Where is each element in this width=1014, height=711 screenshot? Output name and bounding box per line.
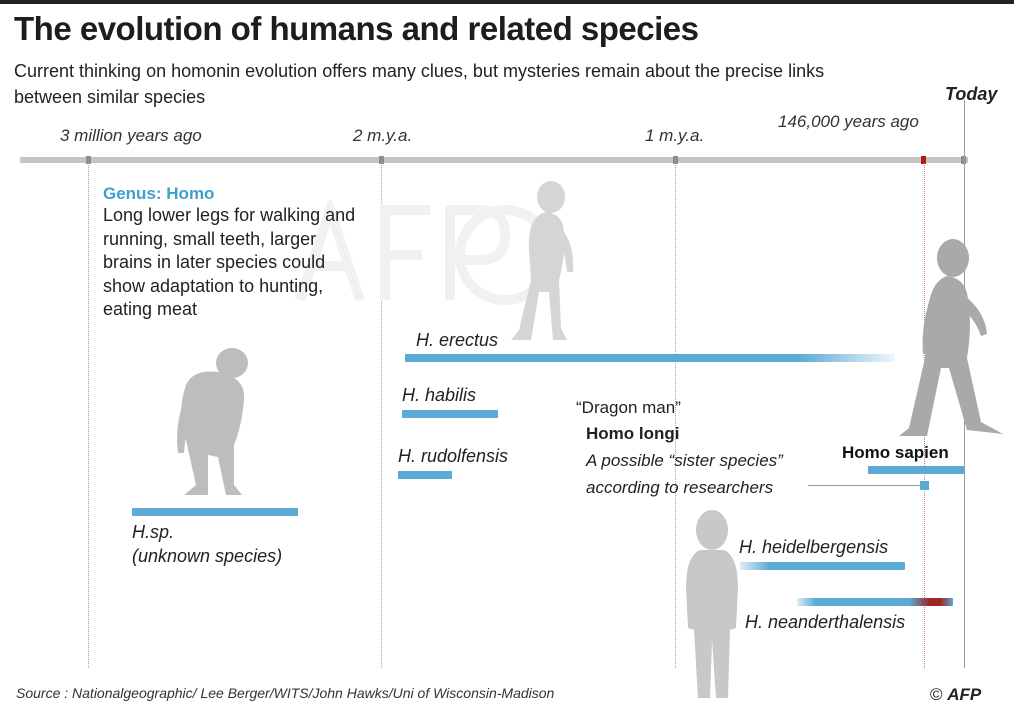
tick-1mya	[673, 156, 678, 164]
homo-longi-description-line1: A possible “sister species”	[586, 451, 783, 470]
tick-today	[961, 156, 966, 164]
heidelbergensis-silhouette-icon	[686, 510, 738, 698]
gridline-2mya	[381, 163, 382, 668]
homo-longi-marker	[920, 481, 929, 490]
early-homo-silhouette-icon	[177, 348, 248, 495]
tick-label-3mya: 3 million years ago	[60, 126, 202, 145]
homo-longi-label: Homo longi	[586, 424, 680, 443]
chart-subtitle: Current thinking on homonin evolution of…	[14, 61, 825, 107]
species-label-hsp-note: (unknown species)	[132, 546, 283, 566]
tick-label-2mya: 2 m.y.a.	[353, 126, 413, 145]
top-rule	[0, 0, 1014, 4]
today-label: Today	[945, 84, 998, 104]
tick-3mya	[86, 156, 91, 164]
species-bar-sapien	[868, 466, 964, 474]
gridline-1mya	[675, 163, 676, 668]
erectus-silhouette-icon	[511, 181, 574, 340]
source-note: Source : Nationalgeographic/ Lee Berger/…	[16, 685, 555, 701]
species-bar-neanderthalensis	[797, 598, 953, 606]
afp-credit: © AFP	[930, 685, 981, 705]
afp-watermark	[295, 200, 550, 305]
species-bar-hsp	[132, 508, 298, 516]
copyright-symbol: ©	[930, 685, 943, 704]
species-label-sapien: Homo sapien	[842, 443, 949, 462]
genus-homo-description: Genus: Homo Long lower legs for walking …	[103, 184, 363, 322]
species-label-habilis: H. habilis	[402, 385, 477, 405]
tick-label-146k: 146,000 years ago	[778, 112, 919, 131]
species-label-neanderthalensis: H. neanderthalensis	[745, 612, 906, 632]
species-bar-heidelbergensis	[740, 562, 905, 570]
genus-title: Genus: Homo	[103, 184, 215, 203]
dragon-man-label: “Dragon man”	[576, 398, 681, 417]
species-label-hsp: H.sp.	[132, 522, 175, 542]
tick-label-1mya: 1 m.y.a.	[645, 126, 705, 145]
chart-title: The evolution of humans and related spec…	[14, 10, 699, 47]
homo-longi-description-line2: according to researchers	[586, 478, 774, 497]
timeline-axis	[20, 157, 968, 163]
sapiens-silhouette-icon	[899, 239, 1003, 436]
tick-146k	[921, 156, 926, 164]
afp-logo: AFP	[947, 685, 982, 704]
gridline-3mya	[88, 163, 89, 668]
homo-longi-description: A possible “sister species” according to…	[586, 447, 783, 501]
species-bar-erectus	[405, 354, 895, 362]
tick-2mya	[379, 156, 384, 164]
species-bar-habilis	[402, 410, 498, 418]
genus-text: Long lower legs for walking and running,…	[103, 205, 356, 319]
species-bar-rudolfensis	[398, 471, 452, 479]
species-label-erectus: H. erectus	[416, 330, 499, 350]
species-label-heidelbergensis: H. heidelbergensis	[739, 537, 889, 557]
species-label-rudolfensis: H. rudolfensis	[398, 446, 509, 466]
homo-longi-connector	[808, 485, 920, 486]
